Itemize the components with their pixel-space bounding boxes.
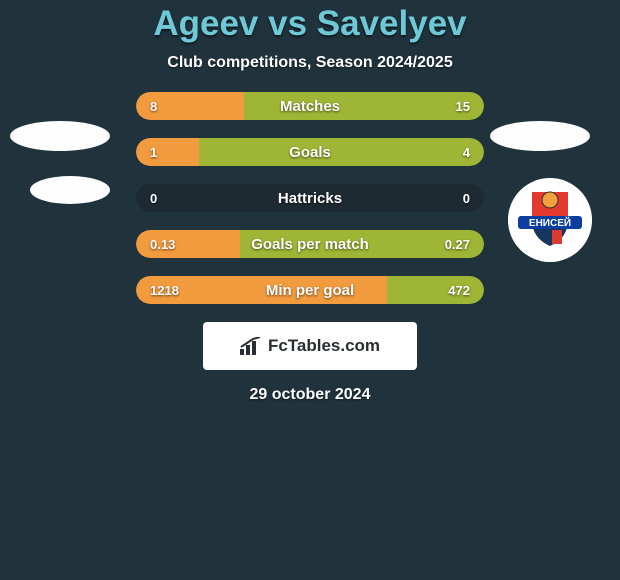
date-text: 29 october 2024 (0, 386, 620, 404)
brand-text: FcTables.com (268, 336, 380, 356)
brand-badge: FcTables.com (203, 322, 417, 370)
stats-block: 8Matches15 1Goals4 0Hattricks0 0.13Goals pe… (136, 92, 484, 304)
stat-value-left: 0.13 (136, 237, 196, 252)
avatar-ellipse-left-1 (30, 176, 110, 204)
stat-value-left: 8 (136, 99, 196, 114)
stat-value-right: 4 (424, 145, 484, 160)
stat-row: 0.13Goals per match0.27 (136, 230, 484, 258)
stat-label: Matches (196, 98, 424, 115)
club-crest-right: ЕНИСЕЙ (508, 178, 592, 262)
stat-label: Goals per match (196, 236, 424, 253)
page-title: Ageev vs Savelyev (0, 4, 620, 44)
brand-logo-icon (240, 337, 262, 355)
stat-value-right: 472 (424, 283, 484, 298)
stat-value-left: 1 (136, 145, 196, 160)
stat-row: 0Hattricks0 (136, 184, 484, 212)
avatar-ellipse-right (490, 121, 590, 151)
stat-row: 8Matches15 (136, 92, 484, 120)
stat-value-left: 0 (136, 191, 196, 206)
stat-label: Hattricks (196, 190, 424, 207)
comparison-card: Ageev vs Savelyev Club competitions, Sea… (0, 0, 620, 580)
crest-icon: ЕНИСЕЙ (508, 178, 592, 262)
stat-row: 1218Min per goal472 (136, 276, 484, 304)
subtitle: Club competitions, Season 2024/2025 (0, 54, 620, 72)
stat-value-right: 15 (424, 99, 484, 114)
stat-row: 1Goals4 (136, 138, 484, 166)
stat-label: Goals (196, 144, 424, 161)
stat-value-left: 1218 (136, 283, 196, 298)
stat-value-right: 0 (424, 191, 484, 206)
avatar-ellipse-left-0 (10, 121, 110, 151)
svg-text:ЕНИСЕЙ: ЕНИСЕЙ (529, 216, 571, 229)
stat-value-right: 0.27 (424, 237, 484, 252)
stat-label: Min per goal (196, 282, 424, 299)
